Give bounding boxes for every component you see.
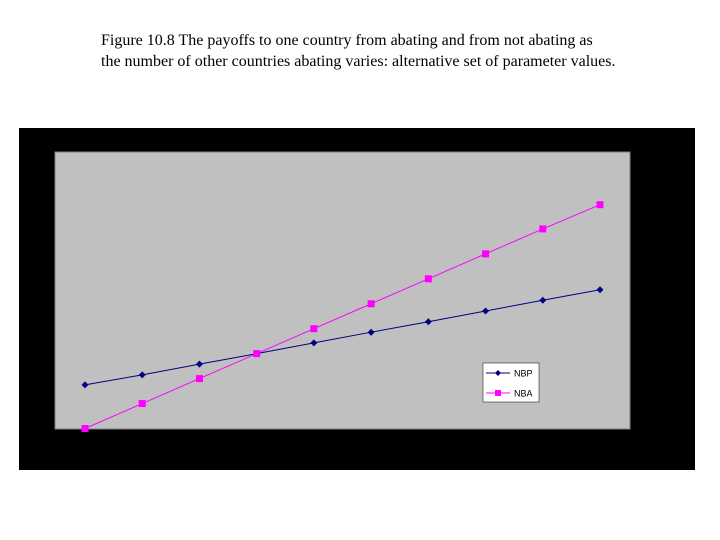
data-point-nba-5 (310, 325, 318, 333)
data-point-nba-8 (482, 250, 490, 258)
data-point-nbp-10 (596, 286, 604, 294)
legend-label-nbp: NBP (514, 369, 533, 379)
data-point-nba-9 (539, 225, 547, 233)
legend-label-nba: NBA (514, 389, 533, 399)
data-point-nbp-7 (424, 318, 432, 326)
data-point-nba-2 (138, 400, 146, 408)
data-point-nbp-3 (195, 360, 203, 368)
caption-line-2: the number of other countries abating va… (101, 53, 616, 70)
data-point-nba-6 (367, 300, 375, 308)
legend: NBP NBA (482, 362, 540, 403)
data-point-nba-4 (253, 350, 261, 358)
data-point-nba-10 (596, 201, 604, 209)
data-point-nbp-1 (81, 381, 89, 389)
legend-marker-nba (495, 390, 501, 396)
caption-line-1: Figure 10.8 The payoffs to one country f… (101, 32, 593, 49)
legend-marker-nbp (495, 370, 501, 376)
series-line-nbp (84, 289, 601, 386)
series-line-nba (84, 204, 601, 429)
legend-box (482, 362, 540, 403)
plot-area (54, 151, 631, 430)
data-point-nba-7 (424, 275, 432, 283)
data-point-nbp-8 (482, 307, 490, 315)
data-point-nbp-5 (310, 339, 318, 347)
data-point-nbp-2 (138, 371, 146, 379)
data-point-nbp-9 (539, 296, 547, 304)
data-point-nba-3 (195, 375, 203, 383)
data-point-nbp-6 (367, 328, 375, 336)
figure-caption: Figure 10.8 The payoffs to one country f… (101, 30, 701, 72)
data-point-nba-1 (81, 425, 89, 432)
series-layer (81, 201, 604, 432)
